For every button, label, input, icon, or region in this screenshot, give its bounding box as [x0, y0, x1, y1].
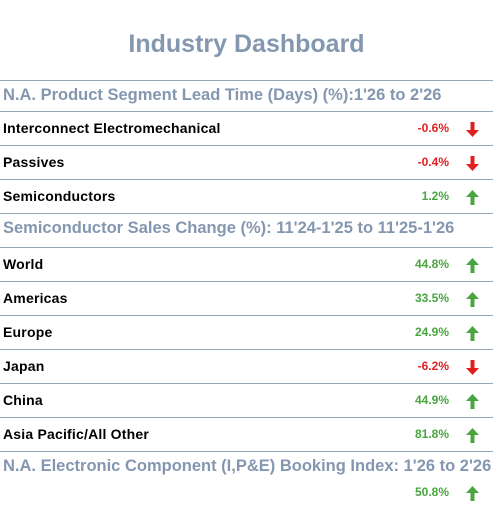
table-row-interconnect: Interconnect Electromechanical -0.6%: [0, 111, 493, 145]
arrow-down-icon: [466, 122, 479, 137]
table-row-americas: Americas 33.5%: [0, 281, 493, 315]
arrow-down-icon: [466, 360, 479, 375]
section-heading-booking-index: N.A. Electronic Component (I,P&E) Bookin…: [0, 451, 493, 480]
row-value: 50.8%: [414, 485, 449, 499]
row-value: -0.4%: [417, 155, 449, 169]
row-label: World: [3, 256, 44, 272]
arrow-up-icon: [466, 190, 479, 205]
arrow-up-icon: [466, 326, 479, 341]
arrow-up-icon: [466, 394, 479, 409]
row-value: 44.8%: [414, 257, 449, 271]
arrow-down-icon: [466, 156, 479, 171]
row-value: 44.9%: [414, 393, 449, 407]
arrow-up-icon: [466, 486, 479, 501]
row-label: Europe: [3, 324, 53, 340]
row-label: Interconnect Electromechanical: [3, 120, 221, 136]
arrow-up-icon: [466, 428, 479, 443]
table-row-semiconductors: Semiconductors 1.2%: [0, 179, 493, 213]
row-label: Americas: [3, 290, 68, 306]
dashboard-title: Industry Dashboard: [128, 30, 365, 58]
table-row-booking-index: 50.8%: [0, 476, 493, 510]
section-heading-lead-time: N.A. Product Segment Lead Time (Days) (%…: [0, 80, 493, 109]
row-value: 33.5%: [414, 291, 449, 305]
table-row-china: China 44.9%: [0, 383, 493, 417]
row-value: -0.6%: [417, 121, 449, 135]
table-row-world: World 44.8%: [0, 247, 493, 281]
table-row-europe: Europe 24.9%: [0, 315, 493, 349]
section-heading-sales-change: Semiconductor Sales Change (%): 11'24-1'…: [0, 213, 493, 242]
table-row-asia-pacific: Asia Pacific/All Other 81.8%: [0, 417, 493, 451]
arrow-up-icon: [466, 258, 479, 273]
row-value: 81.8%: [414, 427, 449, 441]
row-value: 1.2%: [421, 189, 449, 203]
table-row-japan: Japan -6.2%: [0, 349, 493, 383]
row-label: China: [3, 392, 43, 408]
table-row-passives: Passives -0.4%: [0, 145, 493, 179]
row-value: 24.9%: [414, 325, 449, 339]
row-label: Semiconductors: [3, 188, 116, 204]
row-label: Passives: [3, 154, 65, 170]
row-value: -6.2%: [417, 359, 449, 373]
row-label: Asia Pacific/All Other: [3, 426, 150, 442]
arrow-up-icon: [466, 292, 479, 307]
row-label: Japan: [3, 358, 45, 374]
